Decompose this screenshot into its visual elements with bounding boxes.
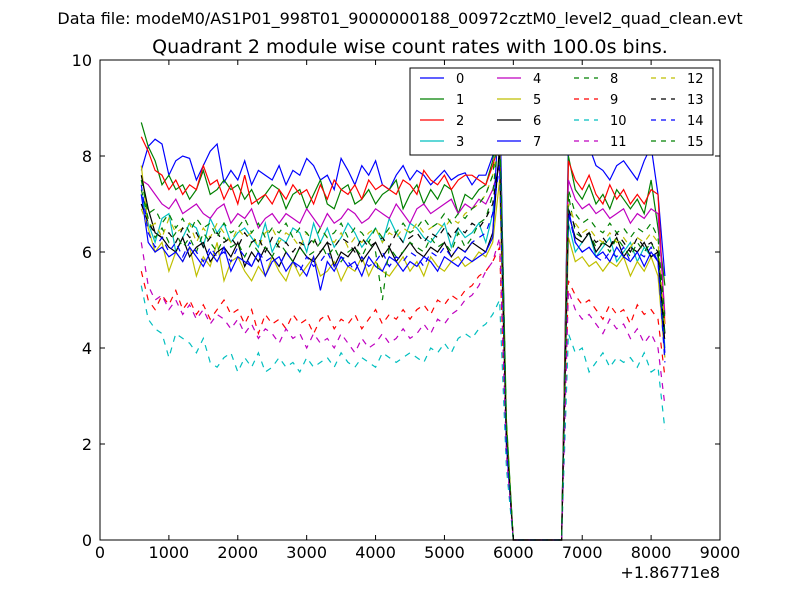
x-tick-label: 8000	[631, 543, 672, 562]
chart-subtitle: Data file: modeM0/AS1P01_998T01_90000001…	[57, 9, 742, 29]
series-line-9	[140, 246, 666, 541]
x-tick-label: 7000	[562, 543, 603, 562]
y-tick-label: 2	[82, 435, 92, 454]
legend-label-12: 12	[687, 72, 704, 87]
legend-label-4: 4	[533, 72, 541, 87]
legend-label-6: 6	[533, 114, 541, 129]
series-layer	[140, 88, 666, 541]
series-line-6	[140, 146, 666, 541]
x-tick-label: 5000	[424, 543, 465, 562]
axes-layer: 0 1000 2000 3000 4000 5000 6000 7000 8000 9000 0 2 4…	[72, 51, 741, 562]
series-line-2	[140, 136, 666, 541]
x-tick-label: 3000	[286, 543, 327, 562]
series-line-11	[140, 237, 666, 541]
legend-label-8: 8	[610, 72, 618, 87]
legend-label-9: 9	[610, 93, 618, 108]
legend-label-10: 10	[610, 114, 627, 129]
legend-label-13: 13	[687, 93, 704, 108]
series-line-15	[140, 117, 666, 541]
y-tick-label: 4	[82, 339, 92, 358]
legend-label-11: 11	[610, 135, 627, 150]
y-tick-label: 0	[82, 531, 92, 550]
legend-label-2: 2	[456, 114, 464, 129]
legend-label-14: 14	[687, 114, 704, 129]
plot-frame	[99, 59, 721, 541]
x-axis-offset-label: +1.86771e8	[620, 563, 720, 582]
legend-label-7: 7	[533, 135, 541, 150]
series-line-1	[140, 107, 666, 541]
y-tick-label: 10	[72, 51, 92, 70]
legend-label-0: 0	[456, 72, 464, 87]
series-line-12	[140, 136, 666, 541]
y-tick-label: 8	[82, 147, 92, 166]
legend-label-15: 15	[687, 135, 704, 150]
y-tick-label: 6	[82, 243, 92, 262]
x-tick-label: 6000	[493, 543, 534, 562]
series-line-4	[140, 165, 666, 541]
legend-label-5: 5	[533, 93, 541, 108]
legend-label-1: 1	[456, 93, 464, 108]
series-line-14	[140, 165, 666, 541]
x-tick-label: 1000	[149, 543, 190, 562]
chart-title: Quadrant 2 module wise count rates with …	[152, 36, 668, 58]
x-tick-label: 0	[95, 543, 105, 562]
legend-label-3: 3	[456, 135, 464, 150]
x-tick-label: 4000	[355, 543, 396, 562]
x-tick-label: 2000	[217, 543, 258, 562]
series-line-8	[140, 127, 666, 541]
x-tick-label: 9000	[700, 543, 741, 562]
series-line-10	[140, 285, 666, 541]
series-line-7	[140, 88, 666, 541]
